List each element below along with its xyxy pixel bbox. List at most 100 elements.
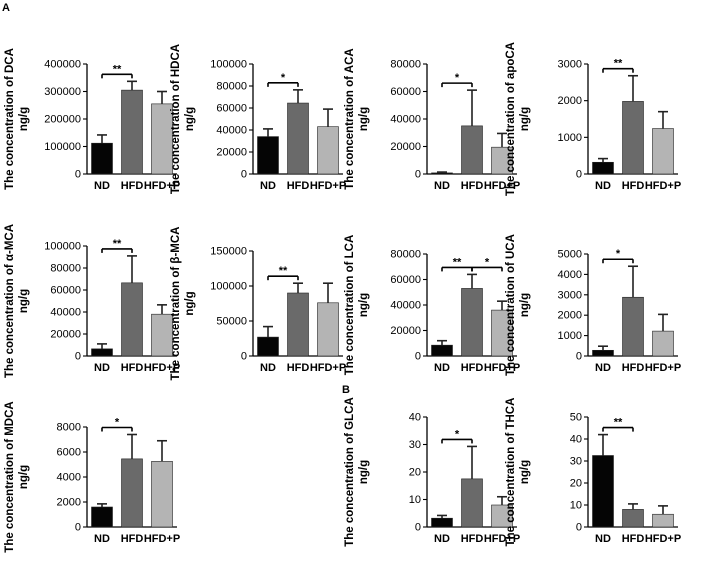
bar [91, 348, 113, 357]
chart-panel-1: 0 20000 40000 60000 80000 100000 ND HFD HFD+P * Th… [170, 44, 346, 194]
bar [121, 282, 143, 357]
bar [592, 161, 614, 175]
y-tick-label: 0 [576, 522, 582, 534]
chart-panel-8: 0 2000 4000 6000 8000 ND HFD HFD+P * The concentr… [4, 401, 180, 552]
category-label: HFD [287, 180, 310, 192]
chart-panel-5: 0 50000 100000 150000 ND HFD HFD+P ** The concen… [170, 227, 346, 381]
category-label: ND [260, 180, 276, 192]
y-tick-label: 80000 [216, 81, 247, 93]
category-label: HFD [121, 533, 144, 545]
y-tick-label: 10 [409, 494, 421, 506]
chart-panel-10: 0 10 20 30 40 50 ND HFD HFD+P ** The concentration… [505, 398, 681, 547]
bar [431, 172, 453, 175]
y-tick-label: 100000 [210, 281, 247, 293]
y-axis-unit: ng/g [519, 107, 531, 131]
category-label: HFD+P [484, 533, 520, 545]
bar [91, 506, 113, 528]
y-axis-title: The concentration of DCA [4, 48, 16, 190]
significance-label: ** [453, 256, 462, 268]
y-tick-label: 40000 [216, 125, 247, 137]
y-tick-label: 100000 [210, 59, 247, 71]
y-tick-label: 40 [409, 412, 421, 424]
bar [91, 142, 113, 175]
bar [461, 125, 483, 175]
y-tick-label: 50 [570, 412, 582, 424]
y-tick-label: 20 [570, 478, 582, 490]
chart-panel-3: 0 1000 2000 3000 ND HFD HFD+P ** The concentrati… [505, 42, 681, 196]
bar [257, 336, 279, 357]
y-tick-label: 0 [415, 522, 421, 534]
significance-label: ** [113, 238, 122, 250]
y-axis-title: The concentration of ACA [344, 48, 356, 189]
category-label: ND [260, 362, 276, 374]
category-label: HFD [121, 180, 144, 192]
y-tick-label: 40000 [390, 114, 421, 126]
significance-label: ** [113, 63, 122, 75]
y-tick-label: 4000 [57, 472, 81, 484]
y-tick-label: 10 [570, 500, 582, 512]
y-tick-label: 0 [241, 169, 247, 181]
y-axis-title: The concentration of β-MCA [170, 227, 182, 381]
y-tick-label: 0 [75, 522, 81, 534]
bar [652, 513, 674, 528]
category-label: HFD+P [645, 180, 681, 192]
y-tick-label: 40000 [50, 307, 81, 319]
category-label: HFD+P [144, 533, 180, 545]
category-label: HFD+P [484, 180, 520, 192]
significance-label: ** [614, 58, 623, 70]
y-tick-label: 400000 [44, 59, 81, 71]
category-label: HFD+P [310, 180, 346, 192]
y-tick-label: 20000 [390, 325, 421, 337]
y-tick-label: 100000 [44, 241, 81, 253]
y-axis-title: The concentration of THCA [505, 398, 517, 547]
y-tick-label: 40 [570, 434, 582, 446]
category-label: HFD [461, 180, 484, 192]
y-tick-label: 300000 [44, 86, 81, 98]
y-axis-unit: ng/g [519, 293, 531, 317]
bar [257, 136, 279, 175]
category-label: HFD [287, 362, 310, 374]
y-axis-title: The concentration of HDCA [170, 44, 182, 194]
category-label: ND [434, 180, 450, 192]
y-axis-unit: ng/g [519, 460, 531, 484]
y-axis-title: The concentration of GLCA [344, 397, 356, 547]
bar [622, 101, 644, 175]
bar [151, 461, 173, 528]
y-tick-label: 2000 [558, 310, 582, 322]
y-tick-label: 3000 [558, 289, 582, 301]
y-tick-label: 80000 [390, 249, 421, 261]
category-label: HFD+P [144, 362, 180, 374]
significance-label: * [115, 417, 120, 429]
bar [121, 458, 143, 528]
category-label: HFD [622, 533, 645, 545]
bar [461, 288, 483, 357]
bar [622, 509, 644, 528]
bar [461, 478, 483, 528]
bar [287, 292, 309, 357]
category-label: HFD+P [645, 533, 681, 545]
y-tick-label: 80000 [390, 59, 421, 71]
bar [431, 344, 453, 357]
chart-panel-9: 0 10 20 30 40 ND HFD HFD+P * The concentration of… [344, 397, 520, 547]
bar [652, 128, 674, 175]
y-tick-label: 60000 [50, 285, 81, 297]
category-label: HFD+P [144, 180, 180, 192]
category-label: ND [94, 180, 110, 192]
y-tick-label: 0 [415, 351, 421, 363]
category-label: ND [595, 533, 611, 545]
significance-label: * [455, 428, 460, 440]
category-label: ND [434, 533, 450, 545]
y-axis-unit: ng/g [358, 107, 370, 131]
bar [431, 517, 453, 528]
y-tick-label: 0 [75, 169, 81, 181]
y-tick-label: 20 [409, 467, 421, 479]
y-tick-label: 0 [415, 169, 421, 181]
significance-label: * [281, 72, 286, 84]
significance-label: * [485, 256, 490, 268]
y-tick-label: 5000 [558, 249, 582, 261]
category-label: HFD [121, 362, 144, 374]
category-label: ND [94, 362, 110, 374]
panel-label-b: B [342, 384, 350, 396]
category-label: ND [94, 533, 110, 545]
